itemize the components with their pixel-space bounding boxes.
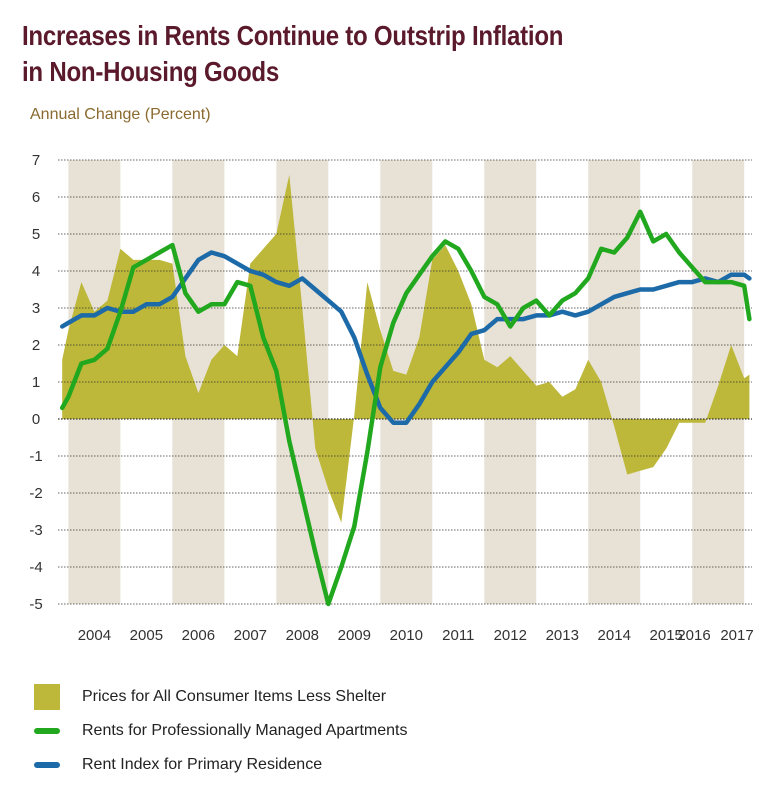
y-tick-label: 5 (32, 226, 40, 243)
legend-label-rent-index: Rent Index for Primary Residence (82, 756, 323, 773)
series-line-rent-index (59, 250, 752, 425)
y-tick-label: -3 (29, 522, 42, 539)
chart-title-line-2: in Non-Housing Goods (22, 56, 280, 87)
x-tick-label: 2017 (720, 627, 753, 644)
x-tick-label: 2015 (650, 627, 683, 644)
x-tick-label: 2005 (130, 627, 163, 644)
y-tick-label: 4 (32, 263, 40, 280)
x-tick-label: 2010 (390, 627, 423, 644)
legend-swatch-rent-index (34, 762, 60, 768)
y-tick-label: -2 (29, 485, 42, 502)
y-tick-label: -5 (29, 596, 42, 613)
y-tick-label: 7 (32, 152, 40, 169)
y-tick-label: 3 (32, 300, 40, 317)
legend-label-prices: Prices for All Consumer Items Less Shelt… (82, 688, 387, 705)
x-tick-labels: 2004 2005 2006 2007 2008 2009 2010 2011 2012 2013… (78, 627, 754, 644)
y-axis-label: Annual Change (Percent) (30, 106, 211, 123)
line-series (59, 209, 752, 607)
x-tick-label: 2004 (78, 627, 111, 644)
y-tick-label: -1 (29, 448, 42, 465)
y-tick-label: 1 (32, 374, 40, 391)
y-tick-labels: 7 6 5 4 3 2 1 0 -1 -2 -3 -4 -5 (29, 152, 42, 613)
legend-item-apartments: Rents for Professionally Managed Apartme… (34, 714, 734, 748)
x-tick-label: 2016 (677, 627, 710, 644)
y-tick-label: 6 (32, 189, 40, 206)
chart-title-line-1: Increases in Rents Continue to Outstrip … (22, 20, 564, 51)
y-tick-label: 2 (32, 337, 40, 354)
x-tick-label: 2011 (442, 627, 474, 644)
y-tick-label: 0 (32, 411, 40, 428)
x-tick-label: 2012 (494, 627, 527, 644)
x-tick-label: 2014 (598, 627, 631, 644)
x-tick-label: 2009 (338, 627, 371, 644)
x-tick-label: 2008 (286, 627, 319, 644)
legend-swatch-apartments (34, 728, 60, 734)
y-tick-label: -4 (29, 559, 42, 576)
legend-item-rent-index: Rent Index for Primary Residence (34, 748, 734, 782)
x-tick-label: 2006 (182, 627, 215, 644)
x-tick-label: 2013 (546, 627, 579, 644)
legend-label-apartments: Rents for Professionally Managed Apartme… (82, 722, 408, 739)
series-line-apartments (59, 209, 752, 607)
chart-title: Increases in Rents Continue to Outstrip … (22, 18, 650, 90)
legend: Prices for All Consumer Items Less Shelt… (34, 680, 734, 782)
legend-item-prices: Prices for All Consumer Items Less Shelt… (34, 680, 734, 714)
x-tick-label: 2007 (234, 627, 267, 644)
legend-swatch-prices (34, 684, 60, 710)
